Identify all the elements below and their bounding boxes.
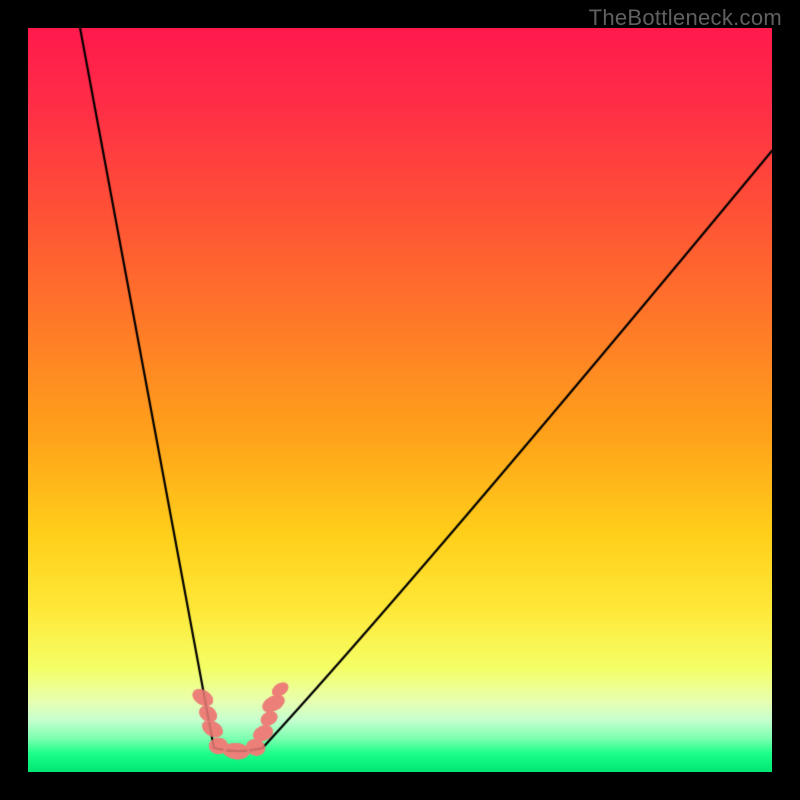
plot-area	[28, 28, 772, 772]
stage: TheBottleneck.com	[0, 0, 800, 800]
watermark-text: TheBottleneck.com	[589, 5, 782, 31]
v-curve-chart	[28, 28, 772, 772]
